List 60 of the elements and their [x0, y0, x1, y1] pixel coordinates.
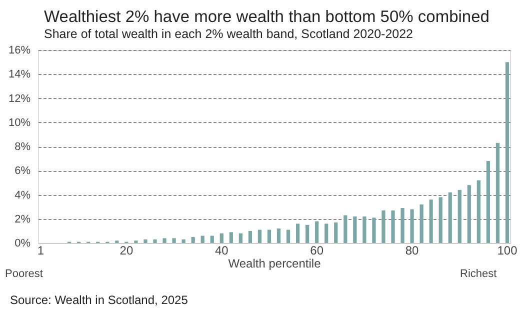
bar — [296, 224, 300, 243]
bar — [306, 224, 310, 243]
bar — [344, 215, 348, 243]
bar — [476, 180, 480, 243]
bar — [258, 230, 262, 243]
bar — [486, 160, 490, 243]
y-tick-label: 2% — [14, 213, 31, 226]
bar — [153, 239, 157, 243]
bar — [382, 210, 386, 243]
bar — [220, 233, 224, 243]
bar — [420, 204, 424, 243]
bar — [391, 210, 395, 243]
bar — [315, 221, 319, 243]
bar — [182, 239, 186, 243]
bar — [144, 239, 148, 243]
y-tick-label: 6% — [14, 165, 31, 178]
bar — [286, 230, 290, 243]
bar — [324, 224, 328, 243]
y-tick-label: 14% — [8, 68, 31, 81]
bar — [429, 200, 433, 243]
bar — [238, 233, 242, 243]
bar — [191, 236, 195, 243]
bar — [334, 222, 338, 243]
chart-title: Wealthiest 2% have more wealth than bottom 50% combined — [44, 8, 490, 26]
y-tick-label: 0% — [14, 238, 31, 250]
text: Poorest — [5, 268, 43, 280]
bar — [467, 185, 471, 243]
x-tick-label: 40 — [214, 244, 229, 258]
text: Richest — [460, 268, 497, 280]
x-axis-title: Wealth percentile — [228, 256, 322, 270]
bar — [200, 236, 204, 243]
bar — [362, 216, 366, 243]
bar — [229, 232, 233, 243]
bar — [505, 62, 510, 243]
bar — [267, 230, 272, 243]
y-tick-label: 10% — [8, 116, 31, 129]
bar — [172, 238, 176, 243]
y-tick-label: 8% — [14, 141, 31, 153]
x-tick-label: 100 — [497, 244, 518, 258]
y-tick-label: 16% — [8, 44, 31, 56]
bar — [162, 238, 166, 243]
x-tick-label: 1 — [37, 244, 44, 258]
bar — [438, 197, 442, 243]
x-tick-label: 80 — [405, 244, 420, 258]
bar — [372, 218, 376, 243]
bar — [400, 208, 404, 243]
bar — [248, 230, 252, 243]
bar — [353, 216, 357, 243]
y-tick-label: 12% — [8, 92, 31, 105]
bar — [496, 142, 500, 243]
bar — [276, 228, 281, 243]
y-tick-label: 4% — [14, 189, 31, 202]
chart-subtitle: Share of total wealth in each 2% wealth band, Scotland 2020-2022 — [44, 27, 414, 41]
bar — [210, 236, 214, 243]
x-tick-label: 20 — [120, 244, 134, 258]
x-tick-label: 60 — [310, 244, 324, 258]
source-note: Source: Wealth in Scotland, 2025 — [10, 293, 188, 307]
bar — [458, 190, 462, 243]
bar — [448, 192, 452, 243]
bar — [410, 209, 414, 243]
